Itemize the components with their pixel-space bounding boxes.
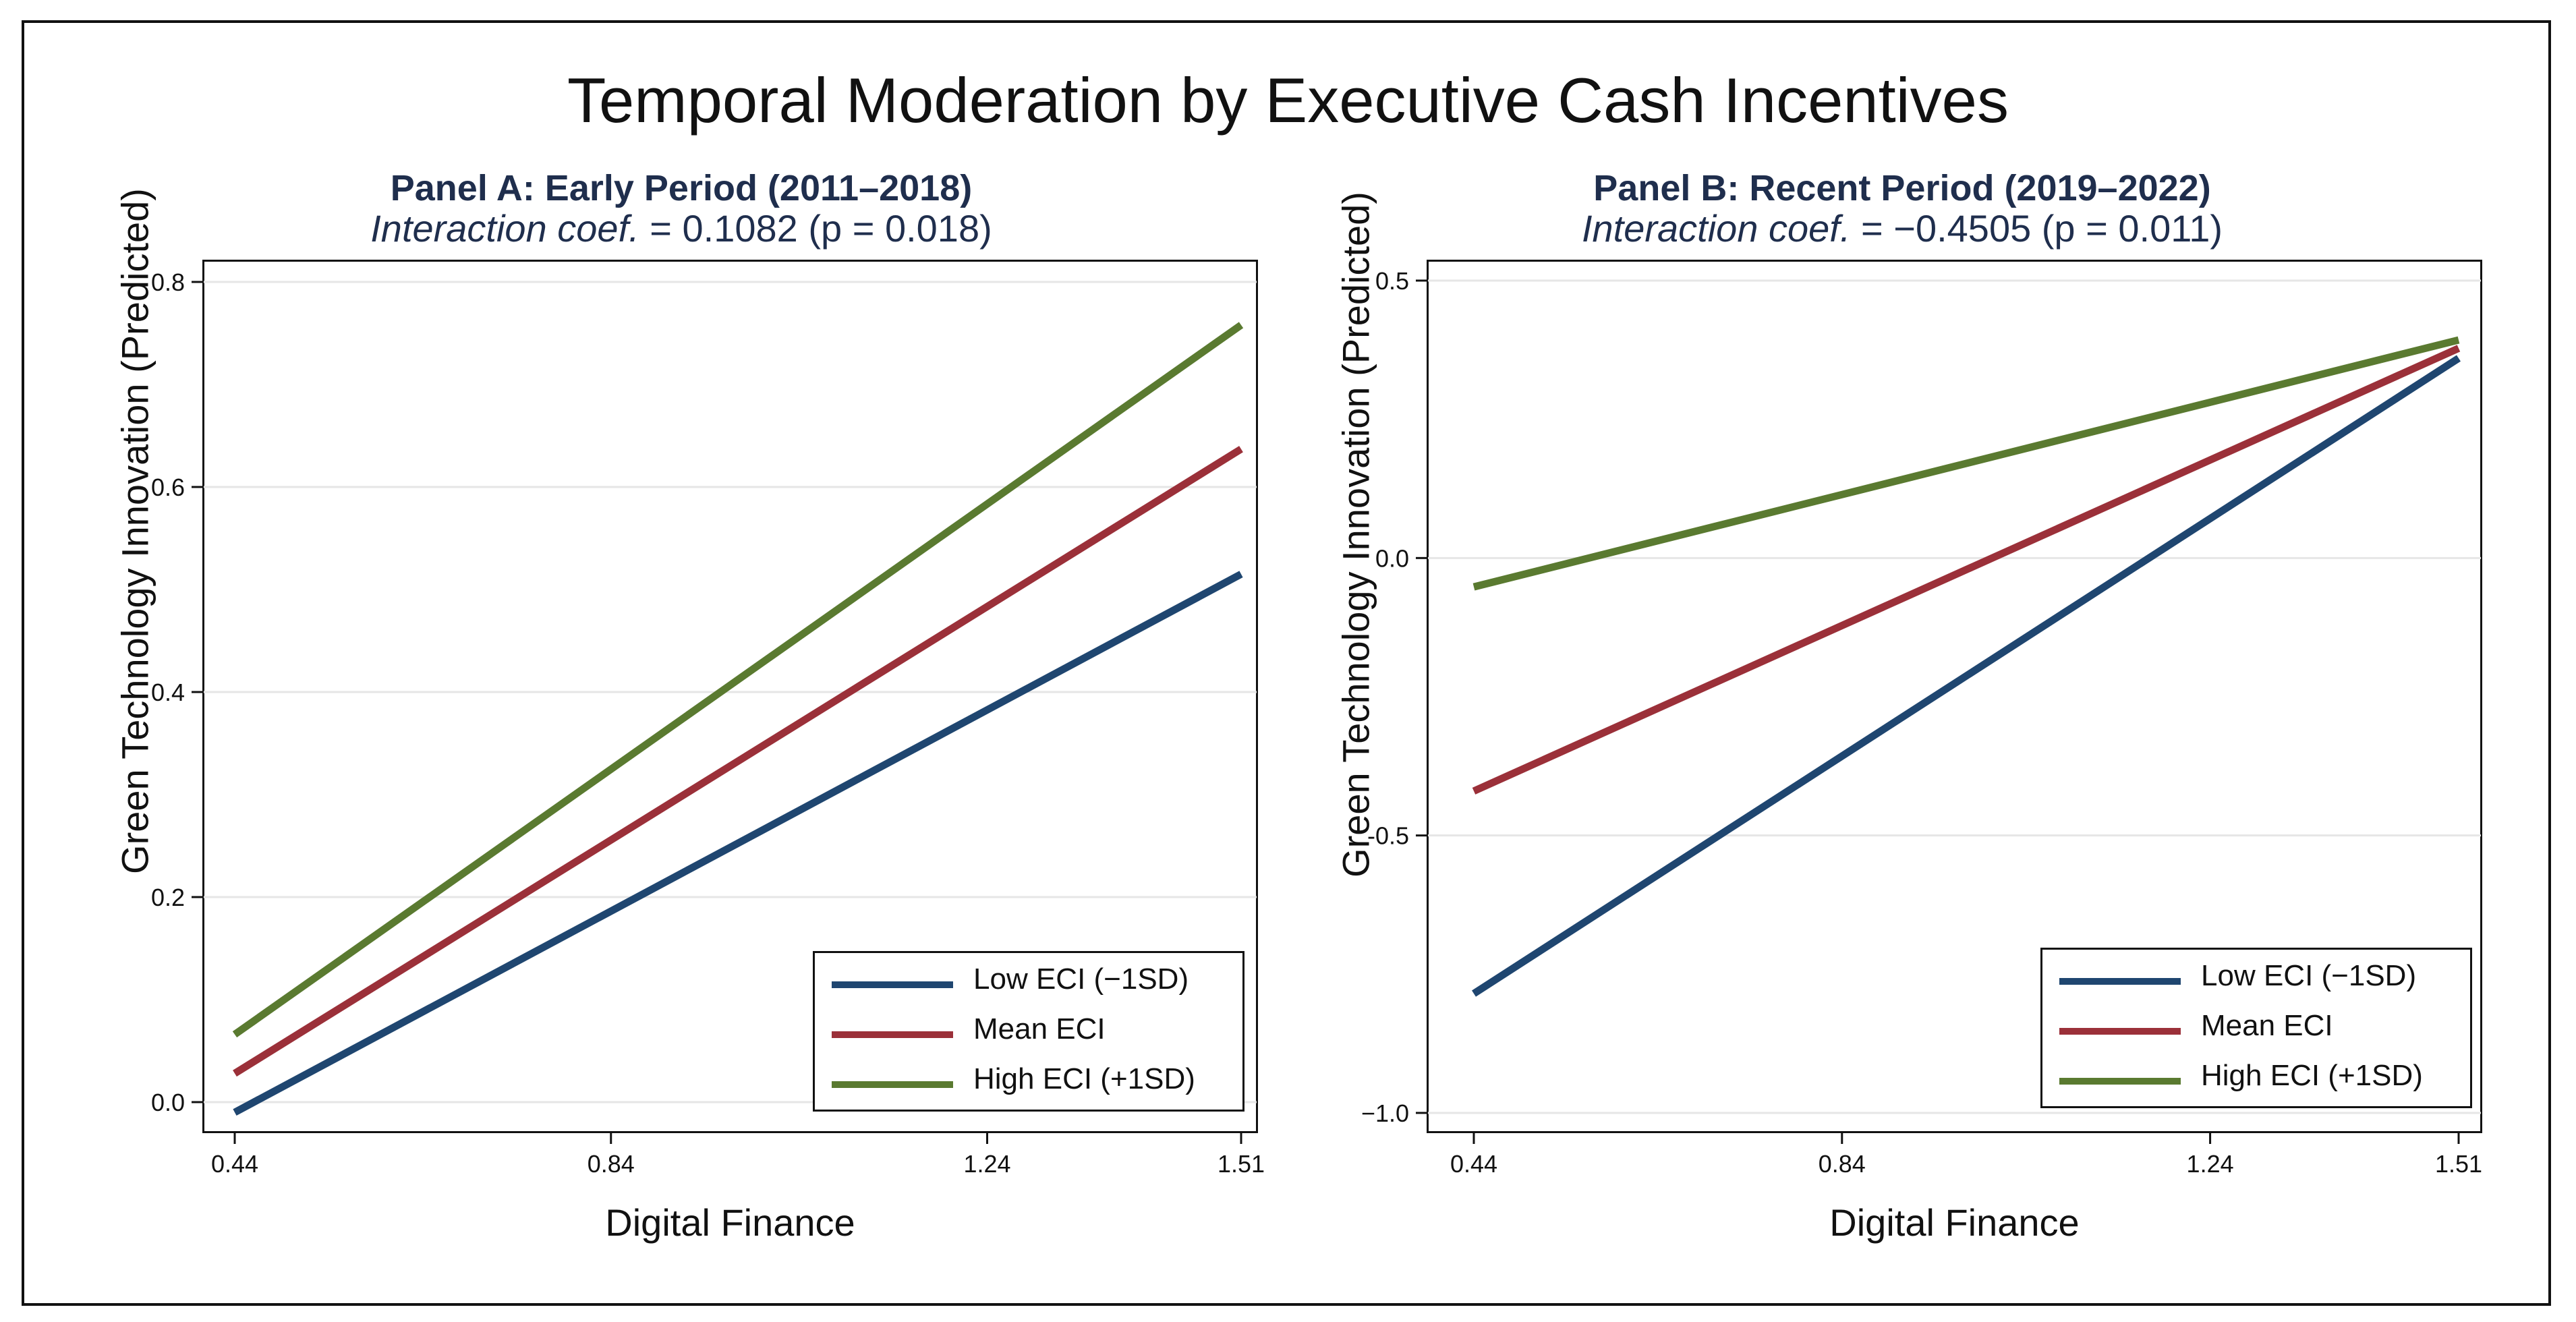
- panel-a-legend-swatch-low: [832, 981, 953, 988]
- panel-a-legend-swatch-mean: [832, 1031, 953, 1038]
- panel-a-series-mean-line: [233, 446, 1243, 1077]
- panel-a-subtitle-value: = 0.1082 (p = 0.018): [639, 207, 992, 250]
- panel-b-x-tick-label: 1.24: [2187, 1150, 2234, 1178]
- panel-a-y-tick-label: 0.4: [151, 679, 185, 706]
- panel-b-legend-label-high: High ECI (+1SD): [2201, 1059, 2423, 1092]
- panel-b-x-tick-label: 1.51: [2435, 1150, 2482, 1178]
- panel-b-y-tick-label: 0.0: [1375, 544, 1409, 572]
- panel-a-legend-item-mean: Mean ECI: [815, 1008, 1242, 1057]
- figure-frame: [22, 20, 2551, 1306]
- panel-b-subtitle-label: Interaction coef.: [1581, 207, 1851, 250]
- panel-a-legend-item-low: Low ECI (−1SD): [815, 958, 1242, 1007]
- panel-a-x-tick-label: 1.51: [1218, 1150, 1265, 1178]
- panel-a-legend: Low ECI (−1SD) Mean ECI High ECI (+1SD): [813, 951, 1244, 1112]
- panel-b-subtitle-value: = −0.4505 (p = 0.011): [1850, 207, 2223, 250]
- panel-a-subtitle: Interaction coef. = 0.1082 (p = 0.018): [216, 206, 1147, 250]
- panel-a-legend-item-high: High ECI (+1SD): [815, 1058, 1242, 1107]
- panel-a-x-tick-label: 0.44: [211, 1150, 258, 1178]
- panel-b-legend-swatch-low: [2059, 978, 2181, 985]
- panel-b-legend-item-low: Low ECI (−1SD): [2042, 955, 2470, 1004]
- panel-b-legend: Low ECI (−1SD) Mean ECI High ECI (+1SD): [2040, 948, 2472, 1108]
- panel-b-series-high-line: [1472, 336, 2460, 591]
- panel-a-series-high-line: [232, 322, 1244, 1038]
- panel-b-x-tick-label: 0.84: [1819, 1150, 1866, 1178]
- panel-a-y-tick-label: 0.0: [151, 1089, 185, 1116]
- panel-a-legend-label-mean: Mean ECI: [973, 1012, 1106, 1045]
- panel-a-y-tick-label: 0.6: [151, 473, 185, 501]
- panel-a-x-tick-label: 1.24: [963, 1150, 1010, 1178]
- panel-a-series-low-line: [233, 571, 1243, 1116]
- panel-b-y-tick-label: −1.0: [1361, 1099, 1409, 1127]
- panel-a-title: Panel A: Early Period (2011–2018): [390, 168, 973, 208]
- panel-b-subtitle: Interaction coef. = −0.4505 (p = 0.011): [1437, 206, 2368, 250]
- panel-b-x-tick-label: 0.44: [1450, 1150, 1497, 1178]
- panel-a-y-tick-label: 0.2: [151, 884, 185, 911]
- panel-b-series-low-line: [1472, 355, 2461, 997]
- panel-b-title: Panel B: Recent Period (2019–2022): [1593, 168, 2211, 208]
- panel-b-series-mean-line: [1472, 345, 2461, 795]
- panel-b-x-axis-label: Digital Finance: [1829, 1201, 2080, 1244]
- panel-b-legend-label-low: Low ECI (−1SD): [2201, 959, 2417, 992]
- panel-a-legend-swatch-high: [832, 1081, 953, 1088]
- panel-b-legend-swatch-high: [2059, 1078, 2181, 1085]
- panel-b-y-tick-label: -0.5: [1367, 822, 1409, 850]
- panel-b-legend-item-high: High ECI (+1SD): [2042, 1055, 2470, 1103]
- panel-b-legend-label-mean: Mean ECI: [2201, 1009, 2333, 1042]
- panel-b-y-tick-label: 0.5: [1375, 267, 1409, 295]
- panel-a-subtitle-label: Interaction coef.: [370, 207, 639, 250]
- panel-b-legend-swatch-mean: [2059, 1028, 2181, 1035]
- panel-b-legend-item-mean: Mean ECI: [2042, 1005, 2470, 1054]
- panel-a-y-tick-label: 0.8: [151, 268, 185, 296]
- figure-title: Temporal Moderation by Executive Cash In…: [567, 65, 2009, 136]
- panel-a-x-tick-label: 0.84: [588, 1150, 635, 1178]
- panel-a-x-axis-label: Digital Finance: [605, 1201, 855, 1244]
- panel-a-legend-label-low: Low ECI (−1SD): [973, 962, 1189, 996]
- panel-a-legend-label-high: High ECI (+1SD): [973, 1062, 1195, 1095]
